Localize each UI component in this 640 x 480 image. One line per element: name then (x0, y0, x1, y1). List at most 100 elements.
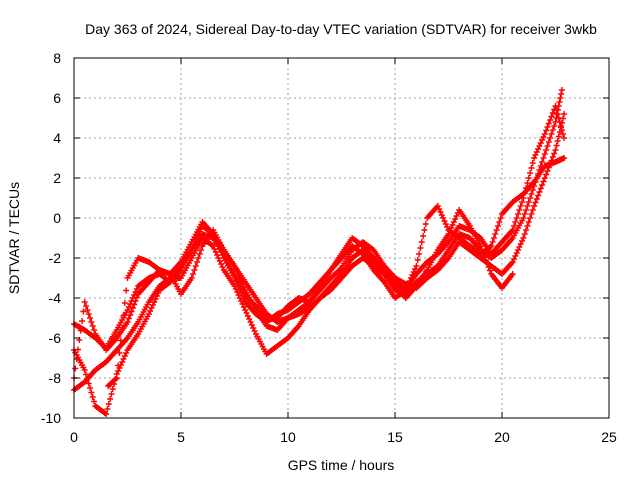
data-point (73, 356, 80, 362)
data-point (212, 249, 219, 255)
y-axis-label: SDTVAR / TECUs (6, 182, 22, 294)
data-point (545, 120, 552, 127)
data-point (77, 327, 84, 334)
data-point (112, 376, 119, 382)
data-point (536, 189, 543, 195)
data-point (482, 257, 489, 263)
data-point (195, 255, 202, 261)
data-point (517, 241, 524, 247)
data-point (535, 192, 542, 199)
axis-ticks: 0 5 10 15 20 25 -10 -8 -6 -4 -2 0 2 4 6 8 (41, 50, 617, 445)
data-point (196, 251, 203, 257)
data-point (120, 356, 127, 362)
data-point (418, 239, 425, 245)
data-point (528, 165, 535, 171)
data-point (523, 207, 530, 213)
data-point (516, 207, 523, 213)
y-tick-label: -2 (49, 250, 62, 266)
data-point (551, 123, 558, 129)
data-point (438, 212, 445, 218)
data-point (549, 154, 556, 160)
data-point (545, 139, 552, 145)
data-point (539, 159, 546, 165)
y-tick-label: 8 (53, 50, 61, 66)
data-point (527, 170, 534, 176)
data-point (128, 308, 135, 315)
data-point (543, 171, 550, 178)
data-point (535, 146, 542, 152)
data-point (528, 191, 535, 197)
data-point (525, 219, 532, 225)
data-point (544, 168, 551, 174)
data-point (524, 180, 531, 186)
data-point (519, 238, 526, 244)
data-point (105, 401, 112, 407)
data-point (248, 322, 255, 328)
data-point (557, 95, 564, 101)
data-point (549, 110, 556, 116)
data-point (529, 187, 536, 193)
data-point (85, 311, 92, 317)
data-point (191, 267, 198, 273)
data-point (440, 215, 447, 221)
data-point (131, 301, 138, 308)
data-point (441, 218, 448, 224)
data-point (556, 99, 563, 105)
data-point (121, 353, 128, 359)
data-point (119, 359, 126, 365)
data-point (523, 185, 530, 191)
data-point (541, 131, 548, 137)
x-axis-label: GPS time / hours (288, 457, 395, 473)
data-point (553, 107, 560, 113)
data-point (104, 406, 111, 412)
data-point (519, 199, 526, 205)
data-point (521, 190, 528, 196)
data-point (251, 328, 258, 334)
x-tick-label: 15 (387, 429, 403, 445)
data-point (537, 185, 544, 192)
data-point (484, 260, 491, 267)
data-point (490, 235, 497, 241)
data-point (87, 315, 94, 321)
data-point (442, 221, 449, 227)
data-point (541, 151, 548, 157)
data-point (72, 365, 79, 372)
data-point (91, 398, 98, 405)
data-point (450, 219, 457, 225)
data-point (216, 258, 223, 264)
data-point (80, 308, 87, 315)
data-point (552, 103, 559, 109)
data-points (71, 87, 568, 417)
x-tick-label: 10 (280, 429, 296, 445)
data-point (492, 231, 499, 237)
y-tick-label: 2 (53, 170, 61, 186)
data-point (416, 251, 423, 257)
data-point (420, 233, 427, 239)
data-point (548, 113, 555, 120)
data-point (517, 203, 524, 209)
x-tick-label: 25 (601, 429, 617, 445)
data-point (188, 275, 195, 281)
x-tick-label: 0 (70, 429, 78, 445)
x-tick-label: 20 (494, 429, 510, 445)
data-point (89, 394, 96, 400)
data-point (559, 131, 566, 137)
data-point (551, 150, 558, 157)
data-point (190, 271, 197, 277)
data-point (509, 271, 516, 277)
y-tick-label: -6 (49, 330, 62, 346)
data-point (148, 305, 155, 311)
data-point (481, 253, 488, 260)
data-point (558, 127, 565, 133)
data-point (541, 175, 548, 181)
data-point (521, 231, 528, 237)
data-point (84, 307, 91, 313)
data-point (558, 91, 565, 97)
data-point (477, 243, 484, 249)
data-point (555, 133, 562, 140)
data-point (246, 316, 253, 322)
data-point (81, 299, 88, 305)
data-point (511, 223, 518, 229)
series-track-5 (71, 103, 568, 381)
